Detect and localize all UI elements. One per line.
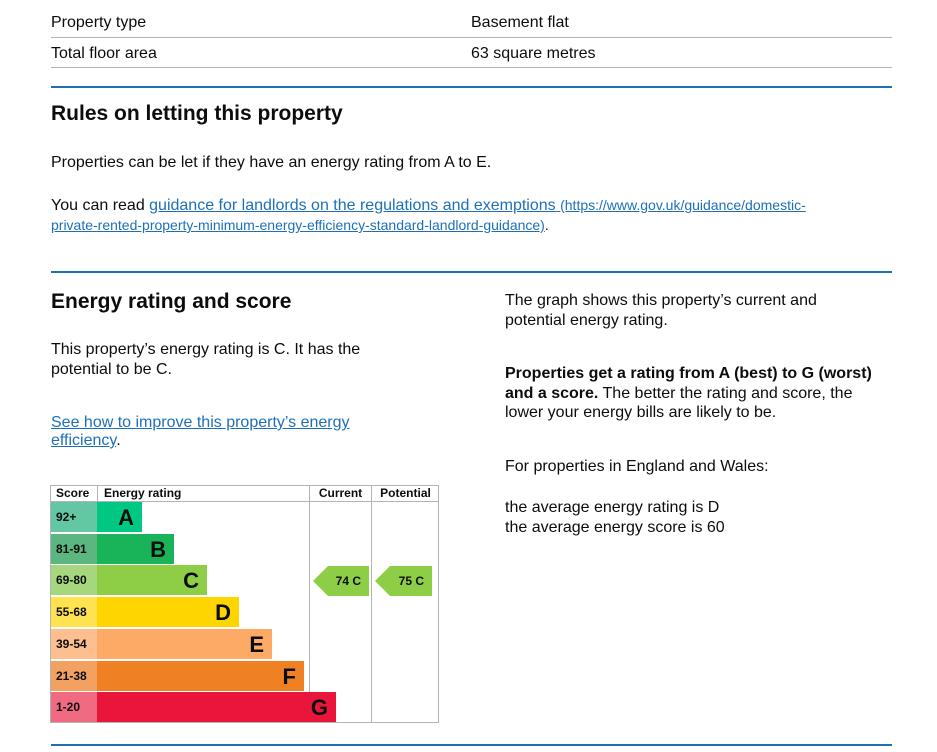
potential-column-divider	[371, 485, 372, 723]
summary-divider	[51, 37, 892, 38]
band-letter-f: F	[282, 663, 296, 689]
section-divider	[51, 86, 892, 88]
band-bar-e: E	[97, 628, 272, 659]
band-bar-a: A	[97, 502, 142, 532]
floor-area-label: Total floor area	[51, 45, 157, 62]
floor-area-value: 63 square metres	[471, 45, 596, 62]
scale-line-1: Properties get a rating from A (best) to…	[505, 364, 872, 384]
band-letter-d: D	[215, 600, 231, 626]
band-letter-a: A	[118, 505, 134, 530]
scale-line-3: lower your energy bills are likely to be…	[505, 404, 777, 421]
graph-desc-line-2: potential energy rating.	[505, 312, 668, 329]
improve-suffix: .	[116, 432, 121, 449]
potential-rating-arrow-label: 75 C	[398, 574, 424, 589]
band-score-a: 92+	[51, 502, 97, 532]
section-divider	[51, 271, 892, 273]
band-score-e: 39-54	[51, 628, 97, 659]
letting-heading: Rules on letting this property	[51, 102, 343, 125]
rating-line-1: This property’s energy rating is C. It h…	[51, 341, 361, 358]
potential-rating-arrow-polygon	[375, 566, 432, 597]
current-rating-arrow-polygon	[313, 566, 369, 597]
guidance-link[interactable]: guidance for landlords on the regulation…	[149, 197, 806, 214]
header-potential: Potential	[380, 486, 431, 500]
chart-frame	[50, 485, 439, 723]
property-type-value: Basement flat	[471, 14, 569, 31]
band-letter-c: C	[183, 568, 199, 594]
section-divider	[51, 744, 892, 746]
avg-score-text: the average energy score is 60	[505, 519, 725, 536]
current-rating-arrow: 74 C	[313, 566, 369, 597]
guidance-link-url: (https://www.gov.uk/guidance/domestic-	[560, 197, 806, 213]
region-text: For properties in England and Wales:	[505, 458, 769, 475]
improve-link-block: See how to improve this property’s energ…	[51, 414, 350, 450]
scale-bold-2: and a score.	[505, 385, 599, 402]
header-divider	[50, 501, 439, 502]
property-type-label: Property type	[51, 14, 147, 31]
summary-divider	[51, 67, 892, 68]
letting-intro: Properties can be let if they have an en…	[51, 154, 492, 171]
band-score-g: 1-20	[51, 692, 97, 723]
energy-rating-chart: Score Energy rating Current Potential 92…	[50, 485, 439, 723]
band-letter-b: B	[150, 536, 166, 562]
band-bar-f: F	[97, 660, 304, 691]
improve-link-line-2: efficiency	[51, 432, 117, 449]
improve-link[interactable]: See how to improve this property’s energ…	[51, 414, 350, 449]
band-letter-e: E	[249, 631, 264, 657]
scale-rest-1: The better the rating and score, the	[598, 385, 853, 402]
guidance-link-text: guidance for landlords on the regulation…	[149, 197, 556, 214]
current-column-divider	[309, 485, 310, 723]
guidance-paragraph: You can read guidance for landlords on t…	[51, 195, 881, 216]
band-score-b: 81-91	[51, 533, 97, 564]
scale-line-2: and a score. The better the rating and s…	[505, 384, 852, 404]
band-bar-c: C	[97, 565, 207, 596]
guidance-suffix: .	[544, 217, 549, 233]
guidance-link-url-2: private-rented-property-minimum-energy-e…	[51, 217, 545, 233]
band-letter-g: G	[310, 695, 328, 721]
guidance-prefix: You can read	[51, 197, 150, 214]
band-bar-b: B	[97, 533, 174, 564]
band-score-f: 21-38	[51, 660, 97, 691]
potential-rating-arrow: 75 C	[375, 566, 432, 597]
header-current: Current	[318, 486, 363, 500]
avg-rating-text: the average energy rating is D	[505, 499, 720, 516]
graph-desc-line-1: The graph shows this property’s current …	[505, 292, 817, 309]
band-bar-d: D	[97, 597, 239, 628]
header-energy-rating: Energy rating	[104, 486, 182, 500]
header-score: Score	[56, 486, 90, 500]
guidance-paragraph-line2: private-rented-property-minimum-energy-e…	[51, 215, 881, 235]
rating-line-2: potential to be C.	[51, 361, 172, 378]
scale-bold-1: Properties get a rating from A (best) to…	[505, 365, 872, 382]
current-rating-arrow-label: 74 C	[335, 574, 361, 589]
improve-link-line-1: See how to improve this property’s energ…	[51, 414, 350, 431]
band-bar-g: G	[97, 692, 336, 723]
score-column-divider	[97, 485, 98, 502]
guidance-link-continued[interactable]: private-rented-property-minimum-energy-e…	[51, 217, 545, 233]
band-score-d: 55-68	[51, 597, 97, 628]
current-rating-arrow-shape	[313, 566, 369, 597]
potential-rating-arrow-shape	[375, 566, 432, 597]
band-score-c: 69-80	[51, 565, 97, 596]
energy-heading: Energy rating and score	[51, 290, 292, 313]
